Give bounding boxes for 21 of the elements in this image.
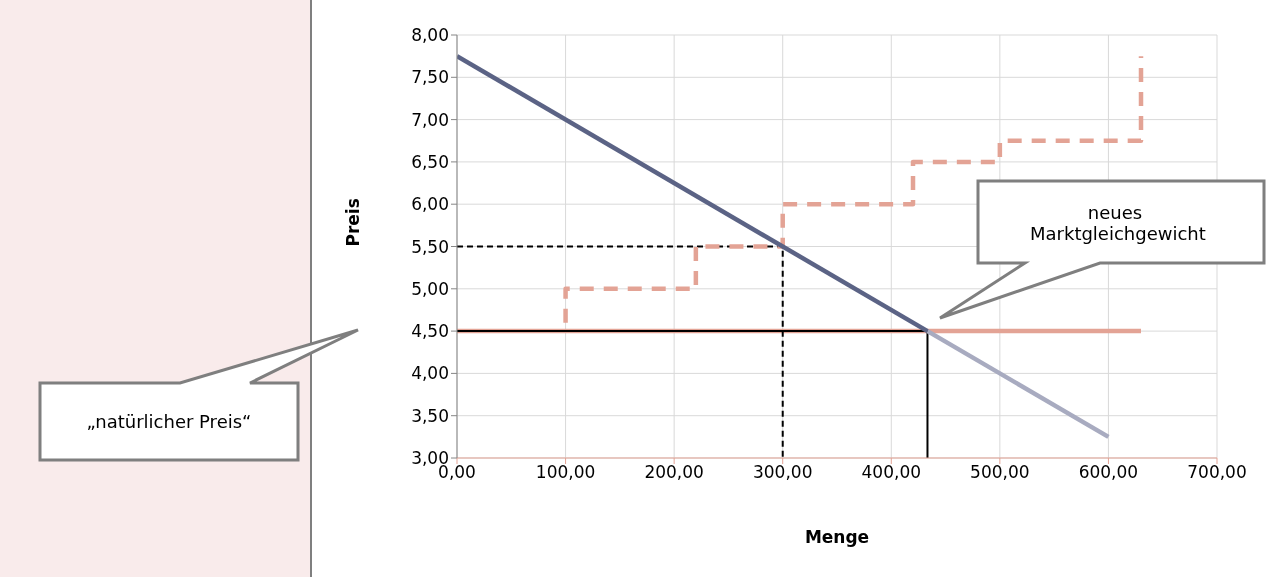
y-tick-label: 4,50: [411, 321, 449, 342]
x-axis-title: Menge: [804, 527, 870, 547]
x-tick-label: 600,00: [1078, 462, 1139, 483]
y-tick-label: 5,50: [411, 236, 449, 257]
y-tick-label: 5,00: [411, 278, 449, 299]
y-tick-label: 7,50: [411, 67, 449, 88]
x-tick-label: 500,00: [970, 462, 1030, 483]
y-tick-label: 8,00: [411, 25, 449, 46]
x-tick-label: 700,00: [1187, 462, 1247, 483]
annotation: neues Marktgleichgewicht: [1030, 202, 1206, 244]
y-tick-label: 6,00: [411, 194, 449, 215]
y-tick-label: 7,00: [411, 109, 449, 130]
x-tick-label: 300,00: [752, 462, 813, 483]
text: „natürlicher Preis“: [85, 410, 253, 434]
x-tick-label: 200,00: [644, 462, 704, 483]
y-axis-title: Preis: [343, 198, 364, 247]
y-tick-label: 3,50: [411, 405, 449, 426]
x-tick-label: 400,00: [861, 462, 922, 483]
x-tick-label: 100,00: [535, 462, 596, 483]
y-tick-label: 6,50: [411, 151, 449, 172]
y-tick-label: 4,00: [411, 363, 449, 384]
